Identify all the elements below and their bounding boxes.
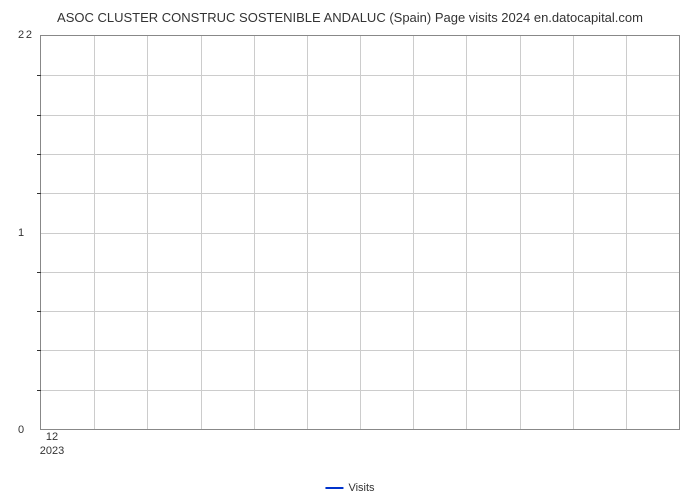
gridline-h bbox=[41, 154, 679, 155]
legend: Visits bbox=[325, 482, 374, 494]
ytick-minor bbox=[37, 193, 41, 194]
ytick-minor bbox=[37, 272, 41, 273]
ytick-minor bbox=[37, 311, 41, 312]
gridline-h bbox=[41, 311, 679, 312]
ytick-minor bbox=[37, 115, 41, 116]
ytick-minor bbox=[37, 350, 41, 351]
xtick-year-label: 2023 bbox=[40, 445, 64, 457]
xtick-label: 12 bbox=[46, 431, 58, 443]
legend-label: Visits bbox=[348, 482, 374, 494]
ytick-minor bbox=[37, 75, 41, 76]
gridline-h bbox=[41, 272, 679, 273]
legend-swatch bbox=[325, 487, 343, 489]
chart-title: ASOC CLUSTER CONSTRUC SOSTENIBLE ANDALUC… bbox=[0, 0, 700, 25]
ytick-minor bbox=[37, 390, 41, 391]
ytick-minor bbox=[37, 154, 41, 155]
gridline-h bbox=[41, 233, 679, 234]
chart-container: 2 1 2 0 12 2023 bbox=[40, 35, 680, 450]
ytick-label: 0 bbox=[18, 424, 24, 436]
ytick-label: 1 bbox=[18, 227, 24, 239]
gridline-h bbox=[41, 75, 679, 76]
ytick-label: 2 bbox=[18, 29, 24, 41]
gridline-h bbox=[41, 390, 679, 391]
gridline-h bbox=[41, 115, 679, 116]
plot-area bbox=[40, 35, 680, 430]
gridline-h bbox=[41, 350, 679, 351]
gridline-h bbox=[41, 193, 679, 194]
